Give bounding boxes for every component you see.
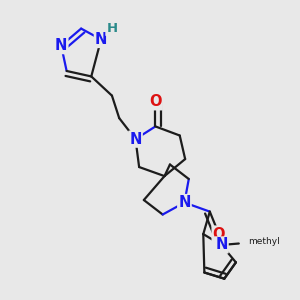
- Text: N: N: [95, 32, 107, 47]
- Text: methyl: methyl: [248, 237, 280, 246]
- Text: N: N: [129, 132, 142, 147]
- Text: N: N: [215, 238, 228, 253]
- Text: O: O: [149, 94, 162, 109]
- Text: O: O: [213, 226, 225, 242]
- Text: N: N: [55, 38, 68, 53]
- Text: N: N: [178, 195, 190, 210]
- Text: H: H: [106, 22, 118, 35]
